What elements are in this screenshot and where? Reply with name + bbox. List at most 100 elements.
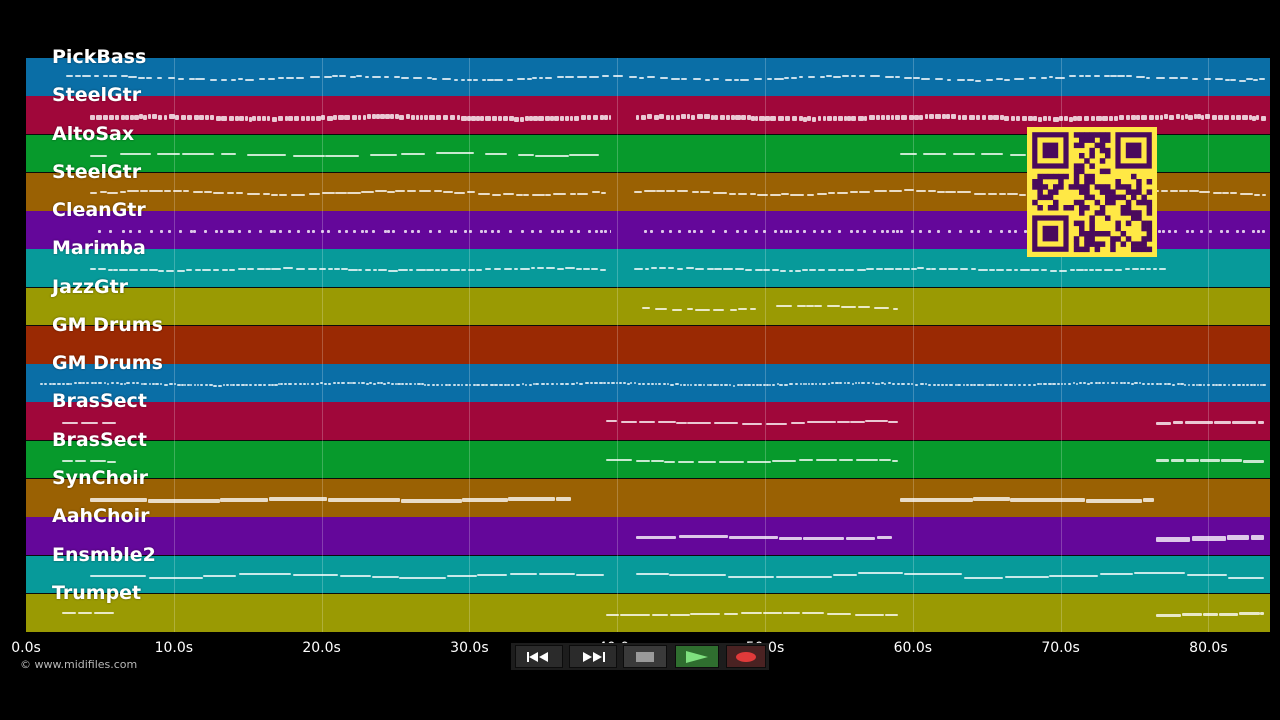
note [1226, 535, 1250, 541]
note [436, 115, 441, 121]
record-button[interactable] [726, 645, 766, 668]
note [700, 230, 704, 234]
note [974, 192, 987, 195]
note [1167, 383, 1171, 386]
note [553, 115, 560, 121]
note [138, 114, 143, 120]
note [588, 230, 592, 234]
note [365, 230, 369, 234]
note [711, 230, 715, 234]
note [1117, 74, 1126, 77]
note [517, 77, 526, 80]
note [212, 268, 220, 271]
note [779, 230, 783, 234]
record-icon [736, 651, 756, 662]
note [713, 114, 719, 120]
note [650, 382, 655, 385]
note [756, 193, 769, 196]
note [702, 383, 705, 386]
rewind-button[interactable] [515, 645, 563, 668]
note [398, 114, 404, 120]
note [795, 269, 801, 272]
note [364, 75, 370, 78]
note [202, 269, 211, 272]
note [744, 268, 752, 271]
note [570, 382, 575, 385]
play-button[interactable] [675, 645, 719, 668]
note [398, 576, 446, 579]
note [987, 114, 994, 120]
note [270, 193, 279, 196]
note [1209, 230, 1213, 234]
note [98, 230, 101, 234]
note [881, 230, 885, 234]
note [844, 382, 847, 385]
note [337, 382, 340, 385]
note [798, 459, 813, 462]
note [771, 459, 796, 462]
note [776, 576, 833, 579]
note [1010, 116, 1015, 122]
note [665, 114, 670, 120]
note [658, 383, 662, 386]
note [159, 383, 163, 386]
note [158, 269, 164, 272]
note [1246, 78, 1253, 81]
note [258, 383, 262, 386]
note [647, 114, 653, 120]
note [135, 382, 139, 385]
note [468, 230, 472, 234]
note [122, 230, 125, 234]
note [361, 382, 365, 385]
note [263, 383, 267, 386]
note [963, 576, 1003, 579]
note [1027, 383, 1031, 386]
note [991, 384, 996, 387]
note [1082, 382, 1086, 385]
track-label: GM Drums [52, 352, 163, 375]
fast-forward-button[interactable] [569, 645, 617, 668]
note [837, 191, 848, 194]
note [989, 230, 993, 234]
note [900, 230, 904, 234]
note [1232, 420, 1257, 424]
note [628, 76, 637, 79]
note [889, 189, 902, 192]
note [783, 612, 801, 615]
stop-button[interactable] [623, 645, 667, 668]
note [403, 230, 407, 234]
note [372, 269, 378, 272]
note [822, 382, 826, 385]
note [376, 114, 380, 120]
note [485, 116, 491, 122]
note [555, 497, 571, 502]
note [659, 77, 669, 79]
note [332, 75, 339, 78]
note [347, 382, 350, 385]
note [806, 304, 815, 307]
note [802, 383, 805, 386]
note [424, 383, 427, 386]
note [1252, 115, 1256, 121]
note [524, 116, 529, 122]
note [103, 382, 107, 385]
note [1073, 116, 1078, 122]
note [1197, 114, 1201, 120]
note [203, 575, 237, 577]
note [551, 230, 555, 234]
note [165, 269, 175, 272]
note [957, 383, 962, 386]
note [221, 115, 228, 121]
note [928, 230, 932, 234]
track-label: SteelGtr [52, 160, 142, 183]
note [728, 535, 778, 539]
note [405, 383, 409, 386]
note [109, 74, 118, 77]
note [273, 230, 277, 234]
note [1225, 230, 1229, 234]
note [789, 383, 793, 386]
note [528, 383, 532, 386]
note [680, 77, 687, 80]
note [519, 116, 525, 122]
note [693, 383, 697, 386]
